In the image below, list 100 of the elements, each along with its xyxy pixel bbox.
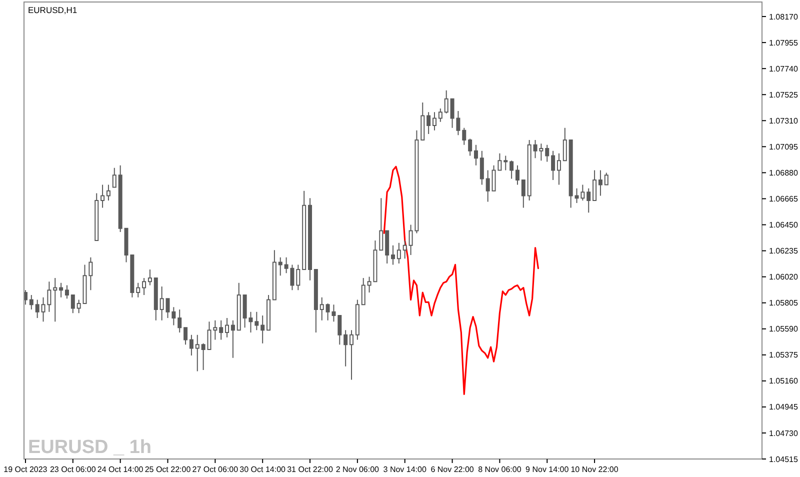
candlestick: [70, 294, 75, 314]
x-tick-label: 31 Oct 22:00: [287, 465, 334, 474]
candlestick: [148, 269, 152, 286]
candlestick: [184, 327, 188, 346]
candlestick: [355, 299, 360, 340]
y-tick-label: 1.07310: [769, 116, 798, 126]
candlestick: [136, 282, 140, 298]
candlestick: [64, 284, 69, 300]
y-tick-label: 1.04730: [769, 428, 798, 438]
candlestick: [598, 170, 602, 196]
candlestick: [302, 190, 306, 270]
x-tick-label: 23 Oct 06:00: [50, 465, 96, 474]
candlestick: [154, 278, 158, 321]
candlestick: [266, 294, 271, 331]
candlestick: [76, 299, 81, 314]
candlestick: [510, 160, 514, 180]
candlestick: [24, 290, 28, 306]
x-tick-label: 8 Nov 06:00: [478, 465, 522, 474]
y-tick-label: 1.05805: [769, 298, 798, 308]
candlestick: [592, 170, 597, 202]
x-tick-label: 2 Nov 06:00: [336, 465, 380, 474]
candlestick: [444, 90, 448, 114]
candlestick: [260, 315, 265, 344]
candlestick: [94, 192, 99, 241]
candlestick: [213, 320, 218, 340]
candlestick: [402, 240, 407, 260]
candlestick: [254, 311, 259, 331]
x-tick-label: 27 Oct 06:00: [192, 465, 239, 474]
y-tick-label: 1.07740: [769, 64, 798, 74]
candlestick: [396, 242, 401, 264]
candlestick: [480, 150, 484, 186]
candlestick: [551, 150, 556, 180]
y-tick-label: 1.05160: [769, 376, 798, 386]
candlestick: [278, 256, 282, 276]
candlestick: [385, 230, 390, 264]
y-tick-label: 1.07525: [769, 90, 798, 100]
candlestick: [361, 278, 366, 306]
candlestick: [29, 294, 34, 310]
candlestick: [586, 188, 591, 214]
candlestick: [59, 282, 64, 298]
y-tick-label: 1.06235: [769, 246, 798, 256]
candlestick: [432, 112, 436, 131]
candlestick: [189, 334, 194, 356]
annotation: EURUSD _ 1h: [28, 437, 152, 458]
candlestick: [391, 244, 395, 266]
x-tick-label: 3 Nov 14:00: [383, 465, 427, 474]
x-tick-label: 9 Nov 14:00: [526, 465, 570, 474]
y-tick-label: 1.06450: [769, 220, 798, 230]
candlestick: [296, 264, 300, 291]
y-tick-label: 1.05375: [769, 350, 798, 360]
x-tick-label: 6 Nov 22:00: [430, 465, 474, 474]
candlestick: [195, 334, 200, 372]
line-series: [383, 166, 540, 396]
candlestick: [420, 102, 425, 141]
candlestick: [468, 138, 472, 156]
candlestick: [527, 140, 532, 202]
y-tick-label: 1.08170: [769, 12, 798, 22]
x-tick-label: 30 Oct 14:00: [240, 465, 286, 474]
candlestick: [236, 282, 241, 331]
y-tick-label: 1.06665: [769, 194, 798, 204]
candlestick: [308, 198, 312, 281]
candlestick: [53, 278, 58, 322]
x-tick-label: 10 Nov 22:00: [570, 465, 619, 474]
candlestick: [100, 184, 105, 208]
y-tick-label: 1.05590: [769, 324, 798, 334]
candlestick: [504, 155, 508, 171]
candlestick: [344, 330, 348, 367]
candlestick: [521, 179, 526, 208]
candlestick: [556, 152, 561, 186]
y-tick-label: 1.07095: [769, 142, 798, 152]
candlestick: [320, 296, 324, 321]
candlestick: [426, 112, 431, 134]
x-tick-label: 25 Oct 22:00: [144, 465, 192, 474]
y-tick-label: 1.06020: [769, 272, 798, 282]
candlestick: [545, 144, 550, 162]
candlestick: [142, 278, 146, 296]
candlestick: [568, 140, 573, 208]
candlestick: [515, 164, 520, 186]
candlestick: [562, 127, 567, 162]
candlestick: [486, 170, 490, 202]
candlestick: [106, 184, 110, 202]
x-tick-label: 19 Oct 2023: [4, 465, 48, 474]
candlestick: [172, 306, 176, 326]
candlestick: [272, 250, 276, 300]
candlestick: [438, 108, 442, 122]
candlestick: [474, 144, 478, 166]
chart-title: EURUSD,H1: [28, 5, 78, 15]
candlestick: [230, 320, 235, 358]
candlestick: [35, 299, 40, 318]
y-tick-label: 1.04515: [769, 454, 798, 464]
candlestick: [314, 269, 318, 333]
candlestick: [118, 164, 122, 233]
candlestick: [350, 330, 354, 380]
candlestick: [462, 127, 466, 146]
candlestick: [112, 167, 116, 188]
candlestick: [338, 315, 342, 346]
x-tick-label: 24 Oct 14:00: [97, 465, 144, 474]
y-tick-label: 1.06880: [769, 168, 798, 178]
candlestick: [225, 317, 230, 338]
candlestick: [604, 172, 608, 186]
